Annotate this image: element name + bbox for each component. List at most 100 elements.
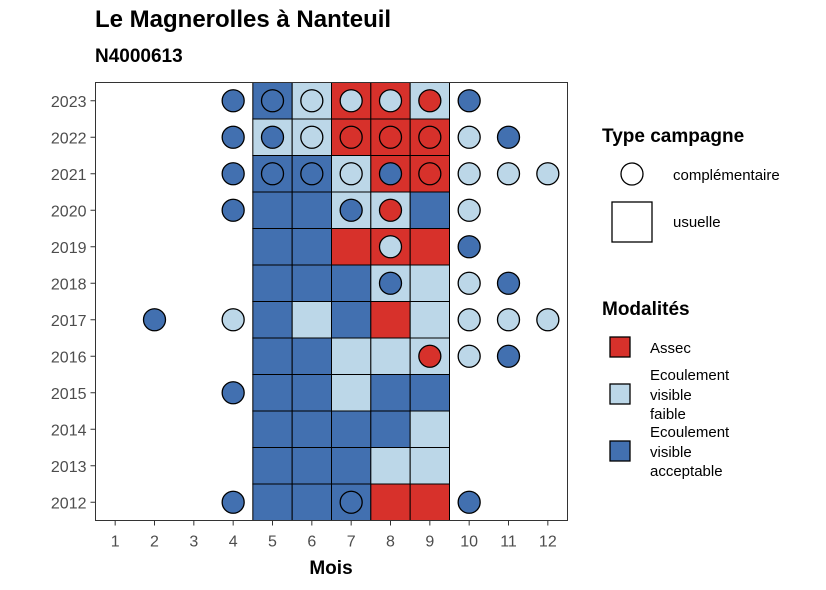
legend-complementaire-label: complémentaire xyxy=(673,167,780,184)
usuelle-cell-2012-5 xyxy=(252,483,293,521)
y-tick-label: 2017 xyxy=(51,313,87,330)
legend-modalites-title: Modalités xyxy=(602,299,690,320)
x-axis-title: Mois xyxy=(309,558,352,579)
usuelle-cell-2015-7 xyxy=(331,374,372,412)
complementaire-point-2018-11 xyxy=(496,271,521,295)
complementaire-point-2020-4 xyxy=(221,198,245,222)
legend-modalites: Modalités Assec Ecoulement visible faibl… xyxy=(602,299,730,480)
complementaire-point-2023-5 xyxy=(260,89,285,113)
y-tick-label: 2012 xyxy=(51,495,87,512)
complementaire-point-2021-8 xyxy=(378,162,403,186)
usuelle-cell-2020-5 xyxy=(252,191,293,229)
complementaire-point-2022-10 xyxy=(457,125,481,149)
usuelle-cell-2017-6 xyxy=(291,301,332,339)
complementaire-point-2018-8 xyxy=(378,271,403,295)
complementaire-point-2020-8 xyxy=(378,198,403,222)
y-tick-label: 2016 xyxy=(51,349,87,366)
legend-square-symbol xyxy=(611,201,653,243)
usuelle-cell-2016-8 xyxy=(370,337,411,375)
usuelle-cell-2016-7 xyxy=(331,337,372,375)
usuelle-cell-2020-6 xyxy=(291,191,332,229)
legend-circle-symbol xyxy=(620,162,644,186)
complementaire-point-2021-11 xyxy=(496,162,521,186)
complementaire-point-2023-8 xyxy=(378,89,403,113)
x-tick-label: 5 xyxy=(268,534,277,551)
complementaire-point-2021-7 xyxy=(339,162,363,186)
complementaire-point-2012-10 xyxy=(457,490,481,514)
y-tick-label: 2021 xyxy=(51,167,87,184)
complementaire-point-2020-7 xyxy=(339,198,363,222)
complementaire-point-2023-10 xyxy=(457,89,481,113)
complementaire-point-2012-4 xyxy=(221,490,245,514)
usuelle-cell-2019-9 xyxy=(409,228,450,266)
y-tick-label: 2014 xyxy=(51,422,87,439)
y-axis: 2012 2013 2014 2015 2016 2017 2018 2019 2020 2021… xyxy=(51,94,96,512)
usuelle-cell-2015-8 xyxy=(370,374,411,412)
legend-faible-label-line3: faible xyxy=(650,406,686,423)
usuelle-cell-2015-5 xyxy=(252,374,293,412)
y-tick-label: 2018 xyxy=(51,276,87,293)
complementaire-point-2018-10 xyxy=(457,271,481,295)
usuelle-cell-2013-9 xyxy=(409,447,450,485)
legend-assec-label: Assec xyxy=(650,340,691,357)
complementaire-point-2022-6 xyxy=(300,125,324,149)
complementaire-point-2022-7 xyxy=(339,125,363,149)
complementaire-point-2021-4 xyxy=(221,162,245,186)
complementaire-point-2016-11 xyxy=(496,344,521,368)
complementaire-point-2017-10 xyxy=(457,308,481,332)
usuelle-cell-2014-8 xyxy=(370,410,411,448)
usuelle-cell-2017-7 xyxy=(331,301,372,339)
complementaire-point-2022-8 xyxy=(378,125,403,149)
complementaire-point-2019-8 xyxy=(378,235,403,259)
complementaire-point-2021-5 xyxy=(260,162,285,186)
legend-usuelle-label: usuelle xyxy=(673,214,721,231)
usuelle-cell-2014-9 xyxy=(409,410,450,448)
y-tick-label: 2023 xyxy=(51,94,87,111)
complementaire-point-2021-12 xyxy=(536,162,560,186)
complementaire-point-2021-10 xyxy=(457,162,481,186)
usuelle-cell-2013-5 xyxy=(252,447,293,485)
usuelle-cell-2013-8 xyxy=(370,447,411,485)
x-axis: 1 2 3 4 5 6 7 8 9 10 11 12 xyxy=(111,520,557,551)
complementaire-point-2017-2 xyxy=(142,308,167,332)
complementaire-point-2017-12 xyxy=(536,308,560,332)
usuelle-cell-2015-9 xyxy=(409,374,450,412)
complementaire-point-2016-10 xyxy=(457,344,481,368)
complementaire-point-2023-4 xyxy=(221,89,245,113)
x-tick-label: 1 xyxy=(111,534,120,551)
legend-acceptable-swatch xyxy=(609,440,631,462)
complementaire-points xyxy=(142,89,560,514)
usuelle-cell-2012-6 xyxy=(291,483,332,521)
usuelle-cell-2016-6 xyxy=(291,337,332,375)
complementaire-point-2023-9 xyxy=(418,89,442,113)
usuelle-cell-2014-5 xyxy=(252,410,293,448)
complementaire-point-2019-10 xyxy=(457,235,481,259)
usuelle-cell-2019-6 xyxy=(291,228,332,266)
legend-assec-swatch xyxy=(609,336,631,358)
complementaire-point-2021-6 xyxy=(300,162,324,186)
complementaire-point-2021-9 xyxy=(418,162,442,186)
usuelle-cell-2014-6 xyxy=(291,410,332,448)
y-tick-label: 2020 xyxy=(51,203,87,220)
legend-faible-label-line2: visible xyxy=(650,387,692,404)
usuelle-cell-2018-6 xyxy=(291,264,332,302)
complementaire-point-2017-11 xyxy=(496,308,521,332)
complementaire-point-2022-9 xyxy=(418,125,442,149)
usuelle-cell-2012-9 xyxy=(409,483,450,521)
x-tick-label: 10 xyxy=(460,534,478,551)
chart-title: Le Magnerolles à Nanteuil xyxy=(95,6,392,33)
complementaire-point-2022-11 xyxy=(496,125,521,149)
x-tick-label: 4 xyxy=(229,534,238,551)
complementaire-point-2015-4 xyxy=(221,381,245,405)
usuelle-cell-2013-7 xyxy=(331,447,372,485)
usuelle-cell-2019-5 xyxy=(252,228,293,266)
usuelle-cell-2014-7 xyxy=(331,410,372,448)
plot-panel-border xyxy=(95,82,568,521)
usuelle-cell-2018-9 xyxy=(409,264,450,302)
usuelle-cell-2017-8 xyxy=(370,301,411,339)
complementaire-point-2017-4 xyxy=(221,308,245,332)
x-tick-label: 9 xyxy=(425,534,434,551)
y-tick-label: 2019 xyxy=(51,240,87,257)
usuelle-cell-2012-8 xyxy=(370,483,411,521)
